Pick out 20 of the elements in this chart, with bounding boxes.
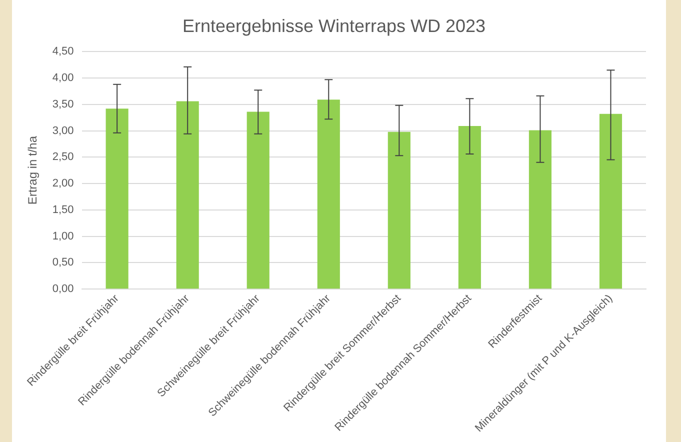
bar xyxy=(246,112,270,289)
y-tick-label: 3,50 xyxy=(52,98,74,110)
chart-title: Ernteergebnisse Winterraps WD 2023 xyxy=(182,16,486,36)
y-tick-label: 0,00 xyxy=(52,283,74,296)
bar xyxy=(106,108,128,289)
y-axis-title: Ertrag in t/ha xyxy=(26,136,40,205)
y-tick-label: 1,00 xyxy=(52,230,74,242)
bar xyxy=(528,130,552,289)
y-tick-label: 2,50 xyxy=(52,151,74,164)
bar xyxy=(176,101,199,289)
y-tick-label: 4,00 xyxy=(52,72,74,84)
y-tick-label: 0,50 xyxy=(52,256,74,269)
y-tick-label: 3,00 xyxy=(52,124,74,137)
bar xyxy=(458,126,481,289)
y-tick-label: 4,50 xyxy=(52,46,74,58)
bar xyxy=(317,100,340,289)
bar xyxy=(599,114,622,289)
bar xyxy=(388,132,410,289)
y-tick-label: 2,00 xyxy=(52,178,74,190)
y-tick-label: 1,50 xyxy=(52,204,74,216)
